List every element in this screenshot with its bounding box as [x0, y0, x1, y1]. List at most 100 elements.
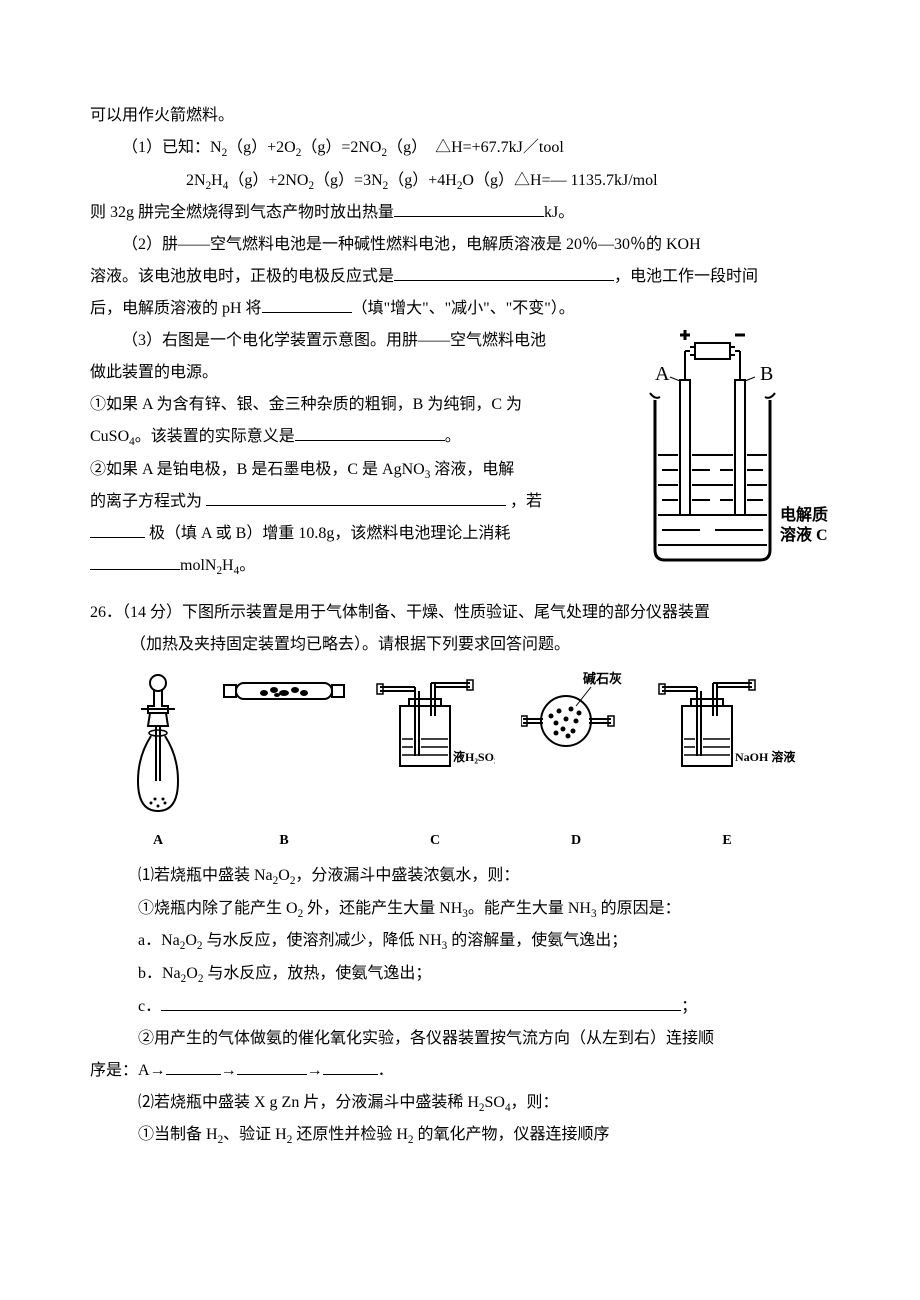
apparatus-A-svg — [123, 671, 193, 821]
text: 溶液。该电池放电时，正极的电极反应式是 — [90, 268, 394, 285]
text-column: （3）右图是一个电化学装置示意图。用肼——空气燃料电池 做此装置的电源。 ①如果… — [90, 325, 630, 583]
apparatus-A: A — [123, 671, 193, 855]
text: ②如果 A 是铂电极，B 是石墨电极，C 是 AgNO — [90, 461, 425, 478]
text: 的溶解量，使氨气逸出； — [447, 932, 627, 949]
text-line: 则 32g 肼完全燃烧得到气态产物时放出热量 kJ。 — [90, 197, 830, 229]
text: （g）+2NO — [228, 172, 308, 189]
text: 则 32g 肼完全燃烧得到气态产物时放出热量 — [90, 204, 394, 221]
text-line: b．Na2O2 与水反应，放热，使氨气逸出； — [90, 958, 830, 991]
q26-line: 26．（14 分）下图所示装置是用于气体制备、干燥、性质验证、尾气处理的部分仪器… — [90, 597, 830, 629]
text-line: （3）右图是一个电化学装置示意图。用肼——空气燃料电池 — [90, 325, 630, 357]
label-C2: 溶液 C — [780, 525, 828, 544]
text: 、验证 H — [223, 1126, 287, 1143]
text: molN — [180, 557, 216, 574]
blank — [166, 1056, 221, 1075]
blank — [90, 552, 180, 571]
electrolysis-svg: A B 电解质 溶液 C — [640, 325, 830, 585]
apparatus-C: 液H₂SO₃ C — [375, 671, 495, 855]
text: ①当制备 H — [138, 1126, 218, 1143]
text: O（g）△H=— 1135.7kJ/mol — [462, 172, 657, 189]
apparatus-D-svg: 碱石灰 — [521, 671, 631, 761]
text: O — [186, 965, 198, 982]
svg-text:NaOH 溶液: NaOH 溶液 — [735, 749, 795, 764]
text: （g） △H=+67.7kJ／tool — [387, 139, 564, 156]
apparatus-label: D — [571, 833, 581, 848]
electrolysis-figure: A B 电解质 溶液 C — [640, 325, 830, 597]
text: H — [211, 172, 223, 189]
text: 后，电解质溶液的 pH 将 — [90, 300, 262, 317]
text: ； — [681, 998, 697, 1015]
text-line: 极（填 A 或 B）增重 10.8g，该燃料电池理论上消耗 — [90, 518, 630, 550]
text: （g）+2O — [227, 139, 296, 156]
apparatus-E-svg: NaOH 溶液 — [657, 671, 797, 781]
blank — [394, 263, 614, 282]
text: 。该装置的实际意义是 — [135, 428, 295, 445]
apparatus-D: 碱石灰 D — [521, 671, 631, 855]
text: b．Na — [138, 965, 181, 982]
text: 2N — [186, 172, 206, 189]
blank — [206, 488, 506, 507]
blank — [262, 295, 352, 314]
blank — [237, 1056, 307, 1075]
text: 溶液，电解 — [430, 461, 514, 478]
text: ⑵若烧瓶中盛装 X g Zn 片，分液漏斗中盛装稀 H — [138, 1094, 479, 1111]
text-line: ①烧瓶内除了能产生 O2 外，还能产生大量 NH3。能产生大量 NH3 的原因是… — [90, 893, 830, 926]
text: kJ。 — [544, 204, 574, 221]
text: → — [221, 1062, 237, 1079]
text: （g）=3N — [314, 172, 383, 189]
text-line: 溶液。该电池放电时，正极的电极反应式是 ，电池工作一段时间 — [90, 261, 830, 293]
text: 外，还能产生大量 NH — [303, 900, 462, 917]
text: a．Na — [138, 932, 180, 949]
blank — [295, 423, 445, 442]
text: ⑴若烧瓶中盛装 Na — [138, 867, 273, 884]
text: 与水反应，放热，使氨气逸出； — [203, 965, 431, 982]
text-line: c． ； — [90, 991, 830, 1023]
text: ，则： — [511, 1094, 559, 1111]
apparatus-C-svg: 液H₂SO₃ — [375, 671, 495, 781]
text-line: CuSO4。该装置的实际意义是。 — [90, 421, 630, 454]
apparatus-label: A — [153, 833, 163, 848]
text-line: ①如果 A 为含有锌、银、金三种杂质的粗铜，B 为纯铜，C 为 — [90, 389, 630, 421]
text: → — [307, 1062, 323, 1079]
text: ①烧瓶内除了能产生 O — [138, 900, 298, 917]
apparatus-B: B — [219, 671, 349, 855]
text: 。能产生大量 NH — [468, 900, 591, 917]
text: （g）+4H — [388, 172, 457, 189]
text: 。 — [239, 557, 255, 574]
apparatus-label: B — [279, 833, 288, 848]
text: 与水反应，使溶剂减少，降低 NH — [203, 932, 442, 949]
apparatus-label: E — [722, 833, 731, 848]
text-line: ②如果 A 是铂电极，B 是石墨电极，C 是 AgNO3 溶液，电解 — [90, 454, 630, 487]
text-line: molN2H4。 — [90, 550, 630, 583]
text-line: 可以用作火箭燃料。 — [90, 100, 830, 132]
text: SO — [484, 1094, 504, 1111]
label-C1: 电解质 — [780, 505, 828, 524]
text: c． — [138, 998, 161, 1015]
label-A: A — [655, 363, 670, 385]
apparatus-label: C — [430, 833, 440, 848]
text: ，分液漏斗中盛装浓氨水，则： — [295, 867, 519, 884]
text: CuSO — [90, 428, 129, 445]
text-line: （1）已知：N2（g）+2O2（g）=2NO2（g） △H=+67.7kJ／to… — [90, 132, 830, 165]
text: 。 — [445, 428, 461, 445]
text: 还原性并检验 H — [292, 1126, 408, 1143]
blank — [90, 520, 145, 539]
text-line: 序是：A→→→． — [90, 1055, 830, 1087]
apparatus-E: NaOH 溶液 E — [657, 671, 797, 855]
apparatus-row: A B — [110, 671, 810, 855]
text-line: 做此装置的电源。 — [90, 357, 630, 389]
text-line: ①当制备 H2、验证 H2 还原性并检验 H2 的氧化产物，仪器连接顺序 — [90, 1119, 830, 1152]
text: 的离子方程式为 — [90, 493, 206, 510]
text-line: ②用产生的气体做氨的催化氧化实验，各仪器装置按气流方向（从左到右）连接顺 — [90, 1023, 830, 1055]
blank — [323, 1056, 378, 1075]
text: H — [222, 557, 234, 574]
text-line: a．Na2O2 与水反应，使溶剂减少，降低 NH3 的溶解量，使氨气逸出； — [90, 925, 830, 958]
text: （g）=2NO — [301, 139, 381, 156]
text: ，电池工作一段时间 — [614, 268, 758, 285]
text: （填"增大"、"减小"、"不变"）。 — [352, 300, 575, 317]
apparatus-B-svg — [219, 671, 349, 711]
text: O — [278, 867, 290, 884]
svg-text:液H₂SO₃: 液H₂SO₃ — [453, 749, 495, 764]
text: ，若 — [506, 493, 542, 510]
blank — [161, 992, 681, 1011]
